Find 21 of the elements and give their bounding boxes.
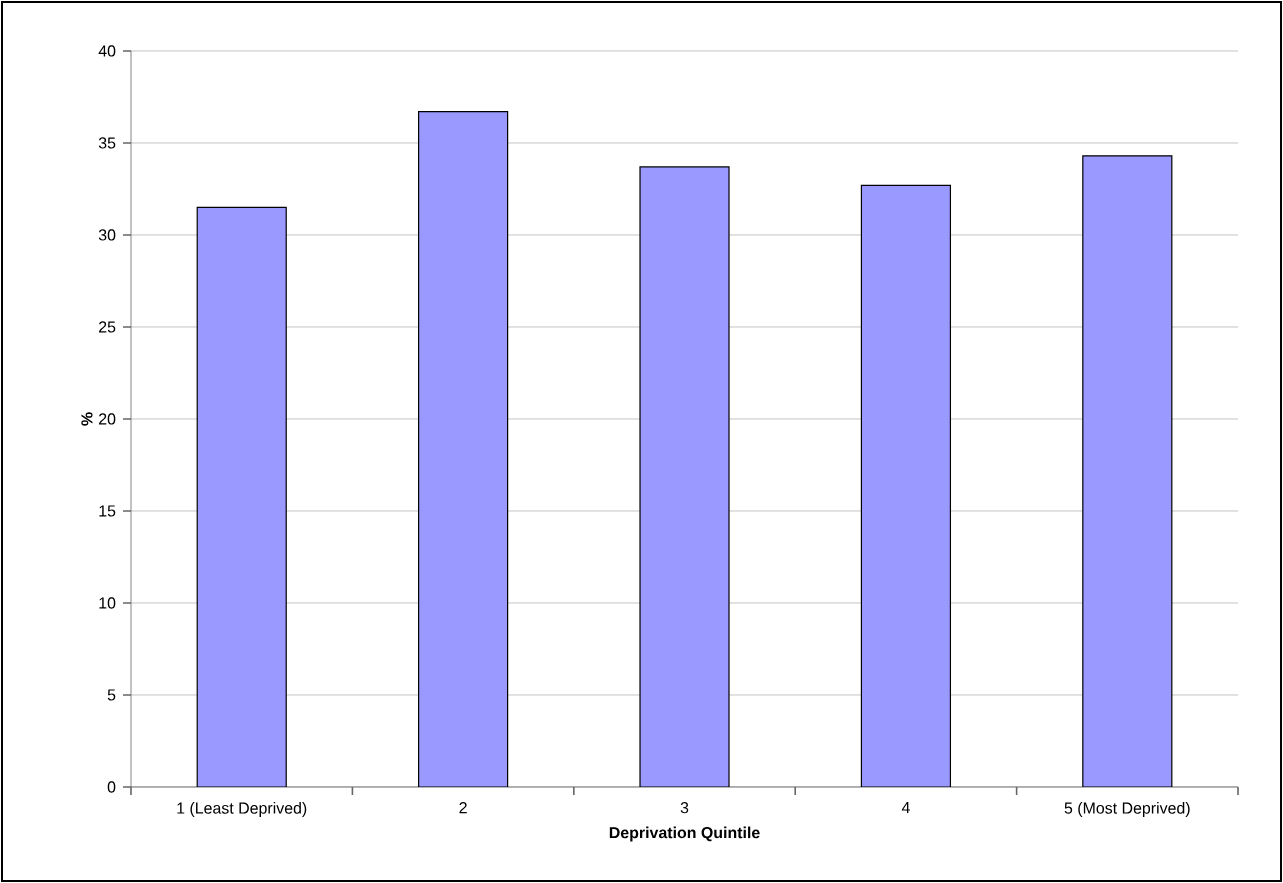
x-tick-label: 4 (901, 802, 910, 813)
x-tick-label: 2 (459, 802, 467, 814)
bar (418, 111, 509, 787)
y-axis-title: % (81, 412, 93, 426)
y-tick-label: 40 (98, 45, 116, 57)
y-tick-label: 10 (99, 597, 116, 609)
y-tick-label: 25 (99, 321, 116, 333)
x-tick-label: 5 (Most Deprived) (1064, 802, 1190, 817)
y-tick-label: 20 (99, 413, 116, 425)
x-axis-title: Deprivation Quintile (609, 826, 760, 842)
y-tick-label: 30 (98, 229, 116, 241)
y-tick-label: 15 (99, 505, 116, 517)
x-tick-label: 3 (680, 802, 689, 814)
bar (1082, 155, 1173, 787)
y-tick-label: 5 (107, 689, 116, 701)
y-tick-label: 0 (107, 781, 116, 793)
y-tick-label: 35 (98, 137, 116, 149)
bar (860, 184, 952, 787)
x-tick-label: 1 (Least Deprived) (177, 802, 307, 817)
bar (639, 166, 730, 787)
bar (196, 206, 287, 787)
